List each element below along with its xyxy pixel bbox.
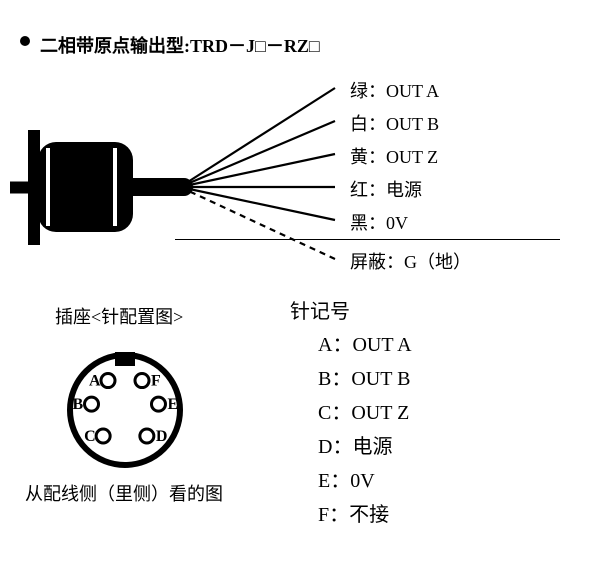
pin-signal: OUT Z [351,402,409,424]
wire-color: 白： [350,114,386,134]
wire-signal: G（地） [404,252,471,272]
pin-row: F：不接 [318,498,389,527]
wire-label: 红：电源 [350,176,422,202]
wire-label: 屏蔽：G（地） [350,248,471,274]
socket-pin-letter: A [89,373,101,390]
socket-pin-letter: B [73,396,84,413]
wire-signal: OUT B [386,114,439,134]
pin-row: C：OUT Z [318,396,409,425]
pin-row: B：OUT B [318,362,410,391]
wire-color: 黑： [350,213,386,233]
pin-signal: OUT B [351,368,410,390]
pin-signal: 电源 [352,436,392,458]
wire-color: 红： [350,180,386,200]
wire-color: 绿： [350,81,386,101]
pin-row: E：0V [318,464,375,493]
pin-letter: C： [318,402,351,424]
pin-table-title: 针记号 [290,295,350,324]
wire-label: 白：OUT B [350,110,439,136]
wire-signal: 0V [386,213,408,233]
pin-letter: D： [318,436,352,458]
pin-letter: F： [318,504,349,526]
wire-signal: OUT A [386,81,439,101]
wire-label: 绿：OUT A [350,77,439,103]
wire-label: 黄：OUT Z [350,143,438,169]
page-root: 二相带原点输出型:TRD－J□－RZ□ 绿：OUT A白：OUT B黄：OUT … [0,0,590,580]
wire-label: 黑：0V [350,209,408,235]
socket-pin-letter: D [156,428,168,445]
pin-signal: 不接 [349,504,389,526]
socket-pin-letter: C [84,428,96,445]
socket-pin-letter: E [167,396,178,413]
socket-diagram: A F B E C D [0,0,260,520]
pin-signal: OUT A [352,334,411,356]
wire-signal: 电源 [386,180,422,200]
pin-row: D：电源 [318,430,392,459]
pin-letter: E： [318,470,350,492]
socket-pin-letter: F [151,373,161,390]
pin-row: A：OUT A [318,328,412,357]
wire-signal: OUT Z [386,147,438,167]
pin-letter: A： [318,334,352,356]
socket-note: 从配线侧（里侧）看的图 [25,480,223,506]
pin-letter: B： [318,368,351,390]
wire-color: 屏蔽： [350,252,404,272]
wire-color: 黄： [350,147,386,167]
pin-signal: 0V [350,470,374,492]
